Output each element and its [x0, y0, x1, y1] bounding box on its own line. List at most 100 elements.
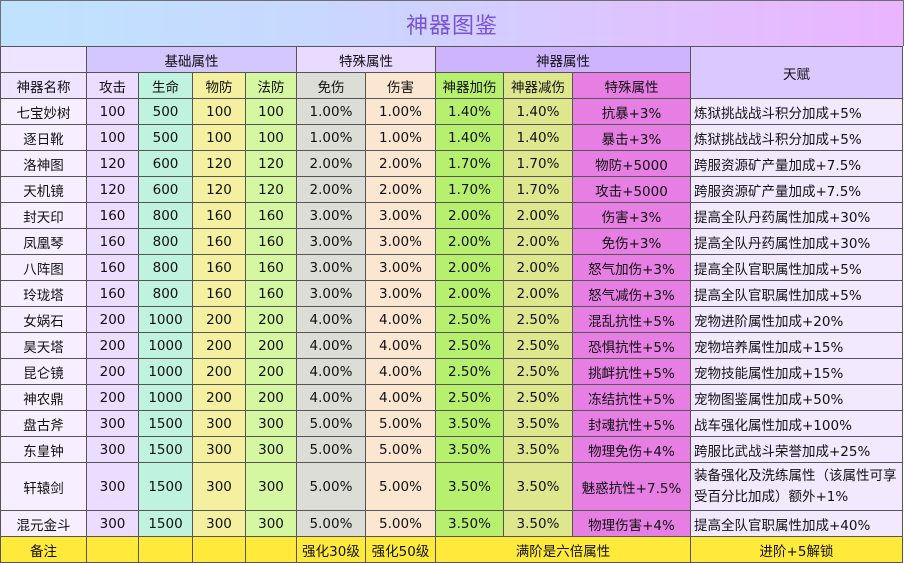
attack-cell: 200: [86, 384, 139, 411]
physical-defense-cell: 300: [192, 436, 246, 463]
special-attribute-cell: 抗暴+3%: [572, 98, 691, 125]
magic-defense-cell: 120: [245, 150, 297, 177]
artifact-damage-reduction-cell: 2.00%: [503, 228, 573, 255]
hp-cell: 500: [138, 98, 193, 125]
damage-cell: 2.00%: [365, 176, 436, 203]
artifact-damage-reduction-cell: 2.00%: [503, 280, 573, 307]
artifact-name-cell: 玲珑塔: [0, 280, 87, 307]
magic-defense-cell: 160: [245, 280, 297, 307]
artifact-damage-bonus-cell: 2.50%: [435, 306, 504, 333]
footer-blank-cell: [245, 536, 297, 563]
artifact-name-cell: 神农鼎: [0, 384, 87, 411]
table-row: 七宝妙树 100 500 100 100 1.00% 1.00% 1.40% 1.40% 抗暴+3…: [0, 98, 903, 125]
artifact-name-cell: 昆仑镜: [0, 358, 87, 385]
magic-defense-cell: 200: [245, 332, 297, 359]
artifact-damage-reduction-cell: 2.50%: [503, 384, 573, 411]
damage-cell: 1.00%: [365, 124, 436, 151]
table-row: 昆仑镜 200 1000 200 200 4.00% 4.00% 2.50% 2.50% 挑衅抗性…: [0, 358, 903, 385]
hp-cell: 800: [138, 280, 193, 307]
table-row: 东皇钟 300 1500 300 300 5.00% 5.00% 3.50% 3.50% 物理免伤…: [0, 436, 903, 463]
group-artifact-attributes: 神器属性: [435, 46, 691, 73]
artifact-name-cell: 逐日靴: [0, 124, 87, 151]
damage-cell: 4.00%: [365, 332, 436, 359]
table-row: 轩辕剑 300 1500 300 300 5.00% 5.00% 3.50% 3.50% 魅惑抗性…: [0, 462, 903, 511]
table-row: 凤凰琴 160 800 160 160 3.00% 3.00% 2.00% 2.00% 免伤+3%…: [0, 228, 903, 255]
damage-immunity-cell: 3.00%: [296, 202, 366, 229]
damage-immunity-cell: 5.00%: [296, 410, 366, 437]
special-attribute-cell: 混乱抗性+5%: [572, 306, 691, 333]
hp-cell: 600: [138, 176, 193, 203]
hp-cell: 800: [138, 254, 193, 281]
talent-cell: 装备强化及洗练属性（该属性可享受百分比加成）额外+1%: [690, 462, 903, 511]
physical-defense-cell: 200: [192, 306, 246, 333]
artifact-name-cell: 凤凰琴: [0, 228, 87, 255]
talent-cell: 提高全队官职属性加成+40%: [690, 510, 903, 537]
damage-cell: 4.00%: [365, 306, 436, 333]
table-row: 逐日靴 100 500 100 100 1.00% 1.00% 1.40% 1.40% 暴击+3%…: [0, 124, 903, 151]
hp-cell: 1000: [138, 358, 193, 385]
physical-defense-cell: 300: [192, 462, 246, 511]
damage-cell: 3.00%: [365, 228, 436, 255]
special-attribute-cell: 物防+5000: [572, 150, 691, 177]
hp-cell: 800: [138, 228, 193, 255]
talent-cell: 宠物进阶属性加成+20%: [690, 306, 903, 333]
col-header-artifact-damage-bonus: 神器加伤: [435, 72, 504, 99]
attack-cell: 160: [86, 280, 139, 307]
column-header-row: 神器名称 攻击 生命 物防 法防 免伤 伤害 神器加伤 神器减伤 特殊属性: [0, 72, 903, 99]
artifact-damage-bonus-cell: 2.50%: [435, 384, 504, 411]
artifact-name-cell: 混元金斗: [0, 510, 87, 537]
damage-cell: 4.00%: [365, 358, 436, 385]
attack-cell: 160: [86, 228, 139, 255]
artifact-table: 基础属性 特殊属性 神器属性 天赋 神器名称 攻击 生命 物防 法防 免伤 伤害…: [0, 46, 903, 563]
hp-cell: 1000: [138, 384, 193, 411]
magic-defense-cell: 160: [245, 202, 297, 229]
talent-cell: 提高全队官职属性加成+5%: [690, 254, 903, 281]
artifact-damage-reduction-cell: 2.00%: [503, 254, 573, 281]
magic-defense-cell: 100: [245, 124, 297, 151]
hp-cell: 1500: [138, 436, 193, 463]
talent-cell: 宠物图鉴属性加成+50%: [690, 384, 903, 411]
footer-row: 备注 强化30级 强化50级 满阶是六倍属性 进阶+5解锁: [0, 536, 903, 563]
artifact-damage-bonus-cell: 3.50%: [435, 436, 504, 463]
col-header-physical-defense: 物防: [192, 72, 246, 99]
artifact-name-cell: 洛神图: [0, 150, 87, 177]
artifact-damage-bonus-cell: 2.50%: [435, 332, 504, 359]
talent-cell: 战车强化属性加成+100%: [690, 410, 903, 437]
attack-cell: 100: [86, 98, 139, 125]
magic-defense-cell: 200: [245, 358, 297, 385]
talent-cell: 宠物技能属性加成+15%: [690, 358, 903, 385]
physical-defense-cell: 100: [192, 124, 246, 151]
physical-defense-cell: 120: [192, 176, 246, 203]
damage-cell: 5.00%: [365, 462, 436, 511]
hp-cell: 500: [138, 124, 193, 151]
attack-cell: 100: [86, 124, 139, 151]
special-attribute-cell: 免伤+3%: [572, 228, 691, 255]
special-attribute-cell: 物理免伤+4%: [572, 436, 691, 463]
artifact-damage-bonus-cell: 2.00%: [435, 254, 504, 281]
footer-blank-cell: [86, 536, 139, 563]
table-row: 神农鼎 200 1000 200 200 4.00% 4.00% 2.50% 2.50% 冻结抗性…: [0, 384, 903, 411]
physical-defense-cell: 200: [192, 384, 246, 411]
table-row: 盘古斧 300 1500 300 300 5.00% 5.00% 3.50% 3.50% 封魂抗性…: [0, 410, 903, 437]
table-row: 女娲石 200 1000 200 200 4.00% 4.00% 2.50% 2.50% 混乱抗性…: [0, 306, 903, 333]
damage-immunity-cell: 2.00%: [296, 176, 366, 203]
artifact-damage-reduction-cell: 1.40%: [503, 98, 573, 125]
artifact-damage-bonus-cell: 2.00%: [435, 228, 504, 255]
col-header-artifact-damage-reduction: 神器减伤: [503, 72, 573, 99]
artifact-name-cell: 七宝妙树: [0, 98, 87, 125]
magic-defense-cell: 100: [245, 98, 297, 125]
magic-defense-cell: 200: [245, 384, 297, 411]
hp-cell: 1500: [138, 510, 193, 537]
damage-immunity-cell: 3.00%: [296, 254, 366, 281]
damage-cell: 5.00%: [365, 510, 436, 537]
physical-defense-cell: 160: [192, 254, 246, 281]
attack-cell: 300: [86, 436, 139, 463]
artifact-name-cell: 昊天塔: [0, 332, 87, 359]
special-attribute-cell: 物理伤害+4%: [572, 510, 691, 537]
group-talent: 天赋: [690, 46, 903, 99]
damage-immunity-cell: 4.00%: [296, 384, 366, 411]
attack-cell: 200: [86, 306, 139, 333]
talent-cell: 跨服资源矿产量加成+7.5%: [690, 150, 903, 177]
artifact-damage-reduction-cell: 3.50%: [503, 510, 573, 537]
